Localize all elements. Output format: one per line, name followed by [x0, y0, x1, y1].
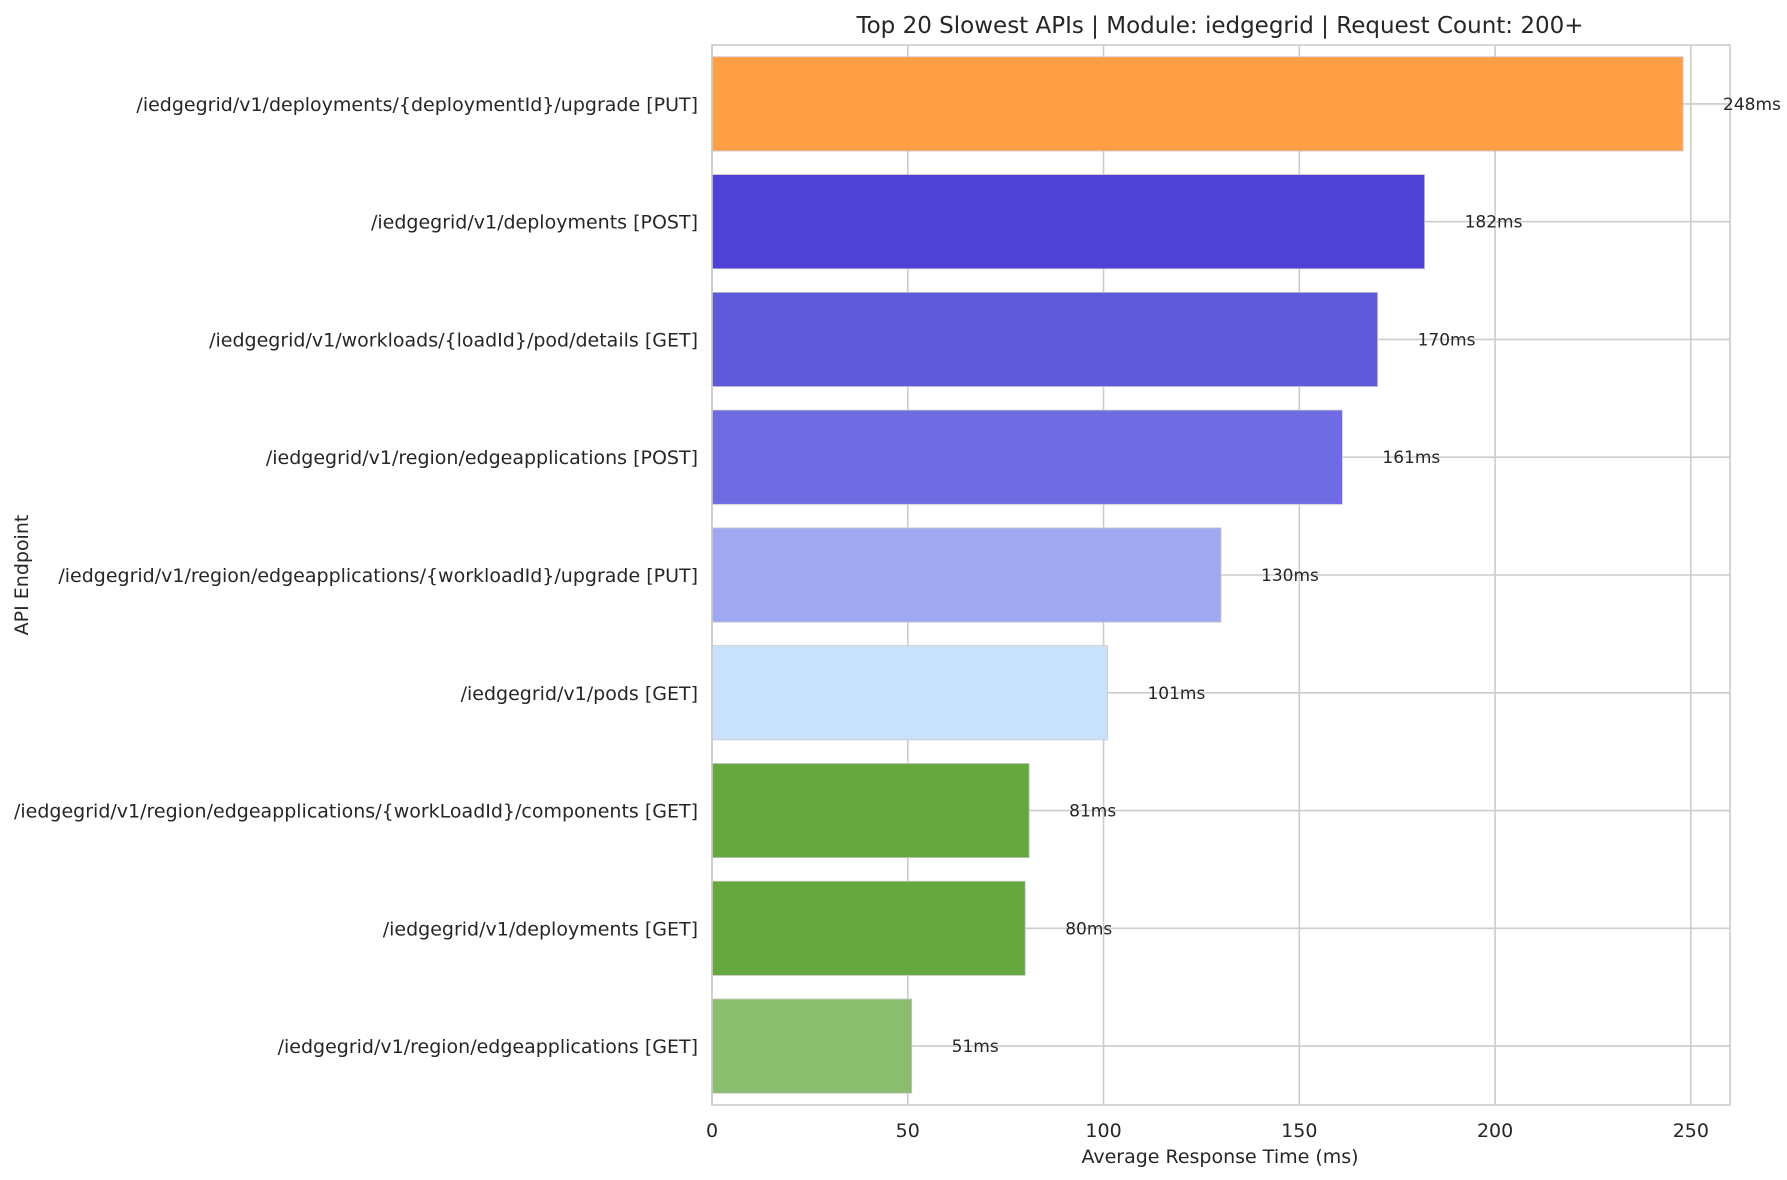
bar [711, 409, 1343, 505]
x-tick-label: 50 [896, 1120, 920, 1142]
x-tick-label: 200 [1477, 1120, 1513, 1142]
y-tick-label: /iedgegrid/v1/region/edgeapplications/{w… [58, 565, 698, 587]
y-tick-label: /iedgegrid/v1/deployments/{deploymentId}… [136, 94, 698, 116]
data-label: 161ms [1382, 448, 1440, 468]
chart-title: Top 20 Slowest APIs | Module: iedgegrid … [855, 13, 1583, 39]
data-label: 170ms [1418, 330, 1476, 350]
data-label: 248ms [1723, 95, 1781, 115]
x-tick-labels: 0 50 100 150 200 250 [706, 1120, 1709, 1142]
bar [711, 174, 1425, 270]
bars [711, 56, 1684, 1094]
x-tick-label: 0 [706, 1120, 718, 1142]
bar [711, 880, 1026, 976]
data-label: 101ms [1147, 684, 1205, 704]
plot-frame [711, 44, 1731, 1106]
bar [711, 291, 1379, 387]
bar [711, 645, 1108, 741]
data-label: 130ms [1261, 566, 1319, 586]
bar [711, 56, 1684, 152]
data-labels: 248ms 182ms 170ms 161ms 130ms 101ms 81ms 80ms 51… [952, 95, 1781, 1057]
y-tick-label: /iedgegrid/v1/deployments [POST] [371, 212, 698, 234]
y-tick-label: /iedgegrid/v1/region/edgeapplications [P… [266, 447, 698, 469]
category-labels: /iedgegrid/v1/deployments/{deploymentId}… [14, 94, 698, 1058]
x-tick-label: 100 [1085, 1120, 1121, 1142]
y-tick-label: /iedgegrid/v1/region/edgeapplications/{w… [14, 801, 698, 823]
y-axis-label: API Endpoint [11, 515, 33, 636]
data-label: 80ms [1065, 919, 1112, 939]
x-tick-label: 250 [1673, 1120, 1709, 1142]
y-tick-label: /iedgegrid/v1/region/edgeapplications [G… [278, 1036, 698, 1058]
data-label: 81ms [1069, 802, 1116, 822]
y-tick-label: /iedgegrid/v1/pods [GET] [461, 683, 698, 705]
bar [711, 763, 1030, 859]
x-axis-label: Average Response Time (ms) [1081, 1146, 1358, 1168]
bar [711, 527, 1222, 623]
data-label: 51ms [952, 1037, 999, 1057]
y-tick-label: /iedgegrid/v1/workloads/{loadId}/pod/det… [209, 329, 698, 351]
data-label: 182ms [1465, 213, 1523, 233]
y-tick-label: /iedgegrid/v1/deployments [GET] [383, 918, 698, 940]
x-tick-label: 150 [1281, 1120, 1317, 1142]
bar [711, 998, 913, 1094]
